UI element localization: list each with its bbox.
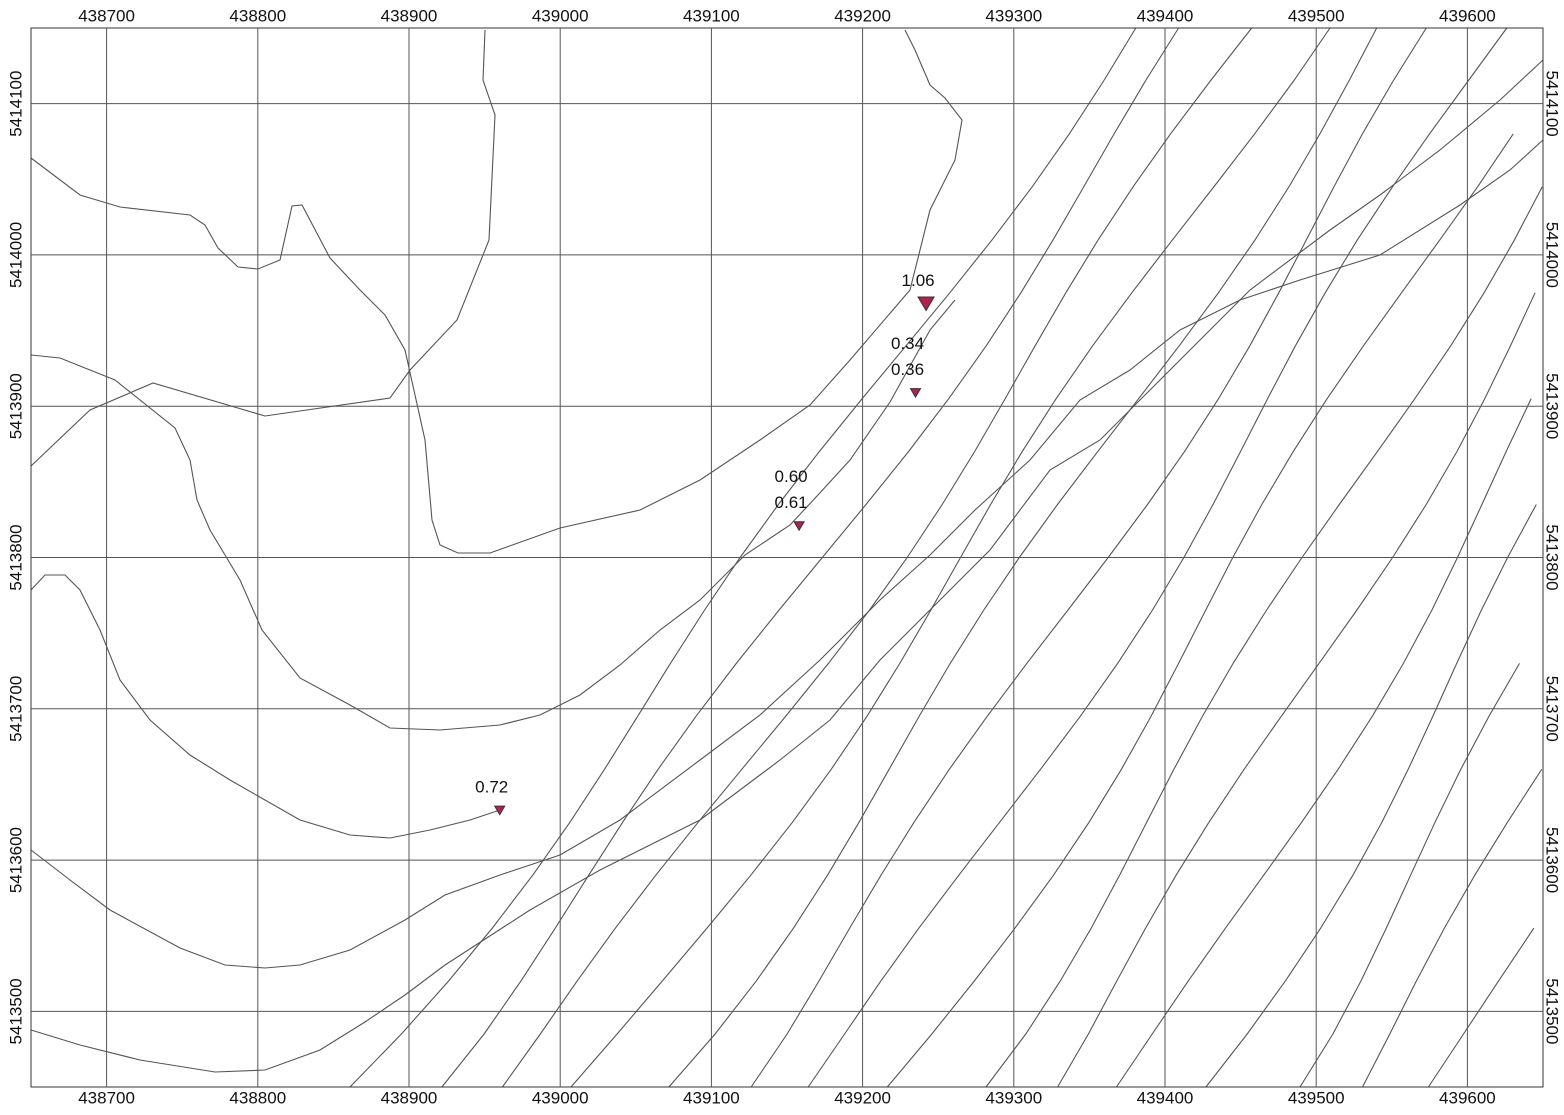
sample-label: 0.72 [475,778,508,797]
contour-line [886,133,1514,1088]
contour-line [30,29,963,554]
x-tick-label: 439000 [532,6,589,25]
contour-line [985,186,1543,1088]
y-tick-label: 5413700 [1543,676,1562,742]
contour-line [30,299,956,731]
x-tick-label: 438700 [78,1088,135,1107]
contour-line [30,574,501,839]
y-tick-label: 5413800 [6,524,25,590]
x-tick-label: 439100 [683,6,740,25]
x-tick-label: 439100 [683,1088,740,1107]
sample-marker [909,388,922,399]
x-tick-label: 438900 [381,1088,438,1107]
sample-label: 0.34 [891,334,924,353]
y-tick-label: 5413500 [1543,978,1562,1044]
sample-label: 1.06 [902,271,935,290]
y-tick-label: 5413700 [6,676,25,742]
contour-line [1057,292,1536,1088]
x-tick-label: 439600 [1439,1088,1496,1107]
x-tick-label: 438900 [381,6,438,25]
x-tick-label: 439000 [532,1088,589,1107]
y-tick-label: 5413500 [6,978,25,1044]
x-tick-label: 438800 [229,6,286,25]
y-tick-label: 5413900 [1543,373,1562,439]
y-tick-label: 5413600 [6,827,25,893]
contour-line [1205,504,1537,1088]
contour-line [30,139,1544,969]
y-tick-label: 5414000 [1543,222,1562,288]
x-tick-label: 439400 [1137,1088,1194,1107]
x-tick-label: 439500 [1288,6,1345,25]
x-tick-label: 439600 [1439,6,1496,25]
y-tick-label: 5413800 [1543,524,1562,590]
x-tick-label: 438700 [78,6,135,25]
x-tick-label: 439300 [985,6,1042,25]
sample-label: 0.60 [775,467,808,486]
y-tick-label: 5414100 [1543,71,1562,137]
x-tick-label: 438800 [229,1088,286,1107]
contour-line [1362,769,1543,1088]
contour-line [1427,927,1535,1088]
sample-marker [917,296,935,312]
x-tick-label: 439300 [985,1088,1042,1107]
sample-label: 0.61 [775,493,808,512]
y-tick-label: 5414000 [6,222,25,288]
sample-marker [793,521,805,532]
x-tick-label: 439400 [1137,6,1194,25]
sample-marker [493,805,506,816]
contour-line [30,29,496,467]
y-tick-label: 5413900 [6,373,25,439]
y-tick-label: 5413600 [1543,827,1562,893]
x-tick-label: 439500 [1288,1088,1345,1107]
x-tick-label: 439200 [834,6,891,25]
contour-line [1299,663,1520,1088]
y-tick-label: 5414100 [6,71,25,137]
x-tick-label: 439200 [834,1088,891,1107]
sample-label: 0.36 [891,360,924,379]
contour-line [1116,398,1532,1088]
